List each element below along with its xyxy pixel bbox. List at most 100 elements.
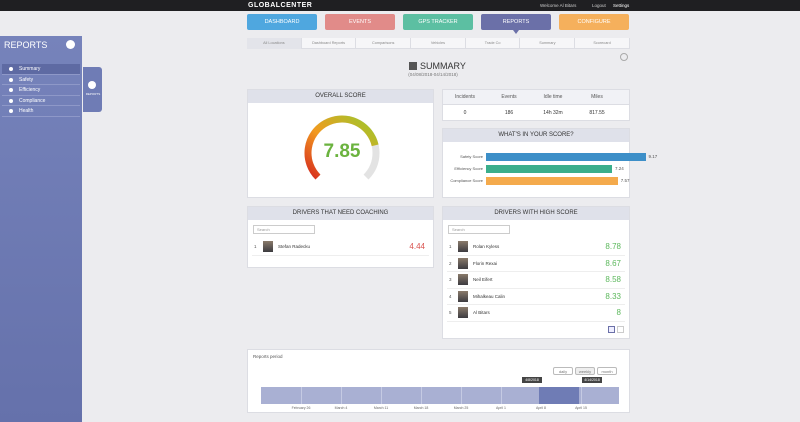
item-label: Safety bbox=[19, 76, 34, 83]
row bbox=[252, 239, 429, 256]
item-icon bbox=[9, 77, 13, 82]
item-label: Summary bbox=[19, 66, 41, 72]
driver-name[interactable]: Stefan Radecku bbox=[278, 244, 311, 249]
nav-button[interactable]: CONFIGURE bbox=[559, 14, 629, 30]
timeline-label: March 18 bbox=[413, 406, 429, 410]
period-marker: 4/8/2018 bbox=[522, 377, 542, 383]
search-box[interactable]: Search bbox=[253, 225, 315, 234]
avatar bbox=[458, 241, 468, 252]
timeline-divider bbox=[421, 387, 422, 404]
period-button[interactable]: daily bbox=[553, 367, 573, 375]
sidebar-item[interactable]: Compliance bbox=[2, 96, 80, 106]
timeline-label: April 1 bbox=[496, 406, 506, 410]
summary-icon bbox=[409, 62, 417, 70]
driver-score: 8.33 bbox=[605, 291, 621, 301]
sidebar-item[interactable]: Health bbox=[2, 106, 80, 117]
rank: 2 bbox=[449, 260, 452, 266]
rank: 1 bbox=[449, 244, 452, 249]
rank: 1 bbox=[254, 244, 257, 249]
avatar bbox=[458, 257, 468, 269]
period-marker: 4/14/2018 bbox=[582, 377, 602, 383]
help-icon bbox=[620, 53, 628, 61]
sub-tab[interactable]: Vehicles bbox=[411, 38, 466, 49]
date-range: (04/08/2018-04/14/2018) bbox=[408, 72, 458, 77]
driver-name[interactable]: Al Bitars bbox=[473, 310, 490, 315]
period-button[interactable]: month bbox=[597, 367, 617, 375]
item-label: Efficiency bbox=[19, 87, 41, 93]
settings[interactable]: Settings bbox=[613, 3, 630, 8]
card: WHAT'S IN YOUR SCORE? Safety Score 9.17 Eff… bbox=[442, 128, 657, 198]
pager-prev[interactable] bbox=[608, 326, 615, 333]
nav-button[interactable]: DASHBOARD bbox=[247, 14, 317, 30]
rank: 3 bbox=[449, 277, 452, 282]
pager-next[interactable] bbox=[617, 326, 624, 333]
driver-score: 8.58 bbox=[605, 275, 621, 284]
sub-tab[interactable]: Trade Co bbox=[466, 38, 521, 49]
bar-value: 7.24 bbox=[614, 166, 624, 171]
timeline-label: April 15 bbox=[575, 406, 587, 410]
timeline-divider bbox=[581, 387, 582, 404]
row bbox=[447, 289, 625, 305]
tab-label: REPORTS bbox=[85, 92, 101, 96]
stat-value: 817.55 bbox=[589, 110, 605, 116]
logo: GLOBALCENTER bbox=[248, 2, 313, 9]
timeline-divider bbox=[501, 387, 502, 404]
timeline-divider bbox=[341, 387, 342, 404]
timeline-selection[interactable] bbox=[539, 387, 579, 404]
card: Incidents 0 Events 186 Idle time 14h 32m Miles… bbox=[442, 89, 630, 121]
timeline-label: April 8 bbox=[536, 406, 546, 410]
bar-label: Safety Score bbox=[460, 154, 483, 159]
sub-tab[interactable]: All Locations bbox=[247, 38, 302, 49]
welcome: Welcome Al Bitars bbox=[540, 3, 577, 8]
nav-button[interactable]: GPS TRACKER bbox=[403, 14, 473, 30]
timeline-divider bbox=[381, 387, 382, 404]
row bbox=[447, 305, 625, 322]
timeline bbox=[261, 387, 619, 404]
score-value: 7.85 bbox=[323, 141, 361, 162]
sub-tab[interactable]: Summary bbox=[521, 38, 576, 49]
bar bbox=[486, 165, 612, 173]
card: DRIVERS WITH HIGH SCORE Search 1 Rolan Kyle… bbox=[442, 206, 630, 339]
sub-tabs: All Locations Dashboard Reports Comparison… bbox=[247, 38, 630, 49]
timeline-divider bbox=[301, 387, 302, 404]
nav-button[interactable]: EVENTS bbox=[325, 14, 395, 30]
avatar bbox=[458, 274, 468, 285]
row bbox=[447, 256, 625, 272]
sidebar-item[interactable]: Summary bbox=[2, 64, 80, 75]
timeline-label: March 4 bbox=[334, 406, 348, 410]
item-icon bbox=[9, 88, 13, 92]
period-button[interactable]: weekly bbox=[575, 367, 595, 375]
rank: 4 bbox=[449, 293, 452, 299]
driver-name[interactable]: Rolan Kyless bbox=[473, 244, 500, 249]
sidebar-item[interactable]: Efficiency bbox=[2, 85, 80, 96]
driver-name[interactable]: Florin Rexai bbox=[473, 260, 498, 266]
stat-value: 186 bbox=[504, 110, 514, 116]
avatar bbox=[458, 290, 468, 302]
sidebar: REPORTS Summary Safety Efficiency Compliance… bbox=[0, 36, 82, 422]
avatar bbox=[263, 241, 273, 252]
search-box[interactable]: Search bbox=[448, 225, 510, 234]
sidebar-item[interactable]: Safety bbox=[2, 75, 80, 85]
timeline-label: February 26 bbox=[291, 406, 311, 410]
bar bbox=[486, 153, 646, 161]
item-label: Compliance bbox=[19, 97, 46, 104]
driver-score: 8 bbox=[616, 308, 621, 317]
item-label: Health bbox=[19, 108, 34, 114]
logout[interactable]: Logout bbox=[592, 3, 606, 8]
sub-tab[interactable]: Dashboard Reports bbox=[302, 38, 357, 49]
card-header: DRIVERS WITH HIGH SCORE bbox=[443, 207, 629, 220]
stats-header-row bbox=[443, 90, 629, 105]
driver-name[interactable]: Mihalkeau Calin bbox=[473, 293, 506, 299]
sidebar-tab[interactable]: REPORTS bbox=[83, 67, 102, 112]
card-header: WHAT'S IN YOUR SCORE? bbox=[443, 129, 629, 142]
nav-button[interactable]: REPORTS bbox=[481, 14, 551, 30]
sub-tab[interactable]: Scorecard bbox=[575, 38, 630, 49]
tab-icon bbox=[88, 81, 96, 89]
stat-value: 14h 32m bbox=[543, 110, 563, 116]
gauge-value bbox=[304, 115, 379, 180]
summary-title: SUMMARY bbox=[420, 61, 466, 71]
sub-tab[interactable]: Comparisons bbox=[356, 38, 412, 49]
driver-name[interactable]: Neil Eifert bbox=[473, 277, 493, 282]
driver-score: 8.67 bbox=[605, 258, 621, 268]
